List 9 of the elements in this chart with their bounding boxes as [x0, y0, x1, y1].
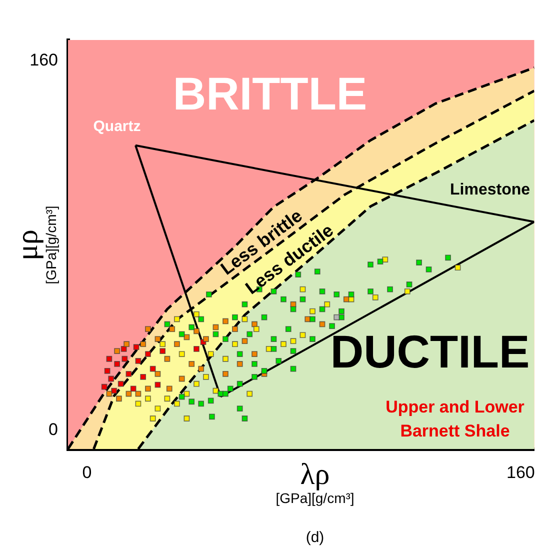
annotation: Upper and Lower — [386, 398, 525, 417]
y-axis-title: μρ [GPa][g/cm³] — [11, 206, 59, 284]
annotation: Quartz — [93, 118, 141, 136]
annotation: BRITTLE — [172, 68, 368, 120]
text: (d) — [306, 529, 324, 546]
annotation: DUCTILE — [330, 326, 530, 378]
x-axis-title: λρ [GPa][g/cm³] — [276, 458, 354, 506]
annotation: Limestone — [450, 181, 530, 198]
annotation: Barnett Shale — [400, 422, 510, 441]
